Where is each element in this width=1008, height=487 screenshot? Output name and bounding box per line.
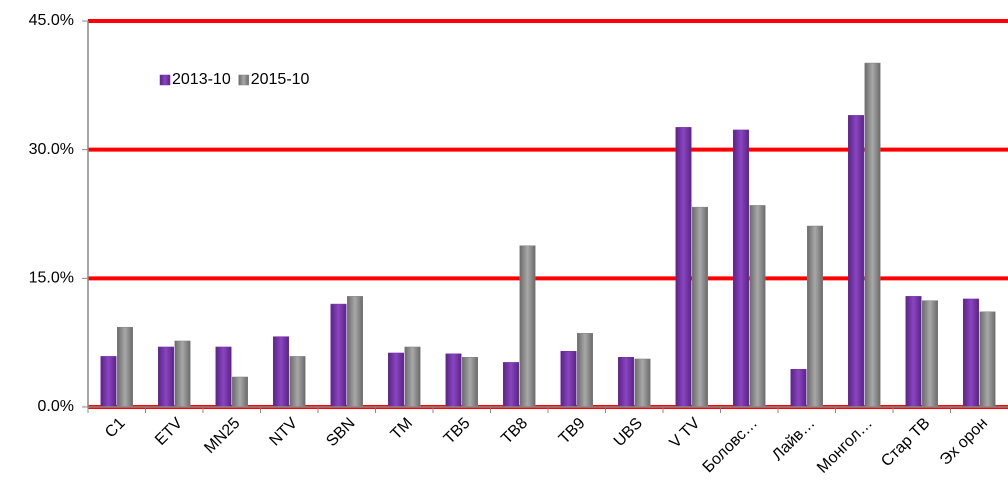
bar bbox=[462, 356, 478, 408]
bar bbox=[330, 303, 347, 408]
x-tick-label: Стар ТВ bbox=[878, 415, 933, 470]
bar bbox=[289, 356, 306, 408]
bar bbox=[807, 225, 823, 408]
bar bbox=[905, 296, 922, 408]
bar bbox=[347, 296, 363, 408]
x-tick-label: UBS bbox=[611, 415, 646, 450]
y-tick-label: 15.0% bbox=[29, 270, 74, 287]
x-tick-label: TB8 bbox=[498, 415, 531, 448]
x-tick-label: Монгол… bbox=[814, 415, 876, 477]
bar bbox=[215, 346, 232, 408]
bar bbox=[503, 362, 519, 408]
bar bbox=[445, 353, 462, 408]
bar bbox=[963, 298, 979, 408]
bar bbox=[634, 358, 651, 408]
bar bbox=[273, 336, 289, 408]
y-tick-label: 30.0% bbox=[29, 141, 74, 158]
x-tick-label: MN25 bbox=[201, 415, 243, 457]
bar bbox=[848, 115, 864, 408]
bar bbox=[864, 62, 881, 408]
x-tick-label: SBN bbox=[323, 415, 358, 450]
bar bbox=[519, 245, 536, 408]
bar bbox=[618, 356, 634, 408]
y-tick-label: 0.0% bbox=[38, 398, 74, 415]
bar bbox=[577, 332, 593, 408]
x-tick-label: Эх орон bbox=[937, 415, 991, 469]
bar bbox=[749, 205, 766, 408]
bar bbox=[232, 376, 248, 408]
bar bbox=[388, 352, 404, 408]
x-tick-label: ETV bbox=[152, 415, 186, 449]
bar bbox=[922, 300, 938, 408]
x-tick-label: Боловс… bbox=[700, 415, 761, 476]
legend-swatch bbox=[159, 74, 171, 86]
bar bbox=[560, 350, 577, 408]
bar bbox=[979, 311, 996, 408]
bar bbox=[790, 369, 807, 408]
x-tick-label: TB9 bbox=[556, 415, 589, 448]
bar bbox=[692, 206, 708, 408]
bar bbox=[675, 127, 692, 408]
x-tick-label: TM bbox=[388, 415, 416, 443]
legend-label: 2015-10 bbox=[251, 71, 310, 88]
bar bbox=[404, 346, 421, 408]
x-tick-label: V TV bbox=[667, 415, 704, 452]
legend-label: 2013-10 bbox=[172, 71, 231, 88]
legend-swatch bbox=[238, 74, 249, 86]
x-tick-label: TB5 bbox=[441, 415, 474, 448]
x-tick-label: Лайв… bbox=[769, 415, 818, 464]
bar bbox=[100, 356, 117, 408]
bar bbox=[733, 129, 749, 408]
bar bbox=[174, 340, 191, 408]
bar bbox=[158, 346, 174, 408]
y-tick-label: 45.0% bbox=[29, 12, 74, 29]
bar bbox=[117, 326, 133, 408]
x-tick-label: C1 bbox=[102, 415, 129, 442]
x-tick-label: NTV bbox=[266, 415, 301, 450]
